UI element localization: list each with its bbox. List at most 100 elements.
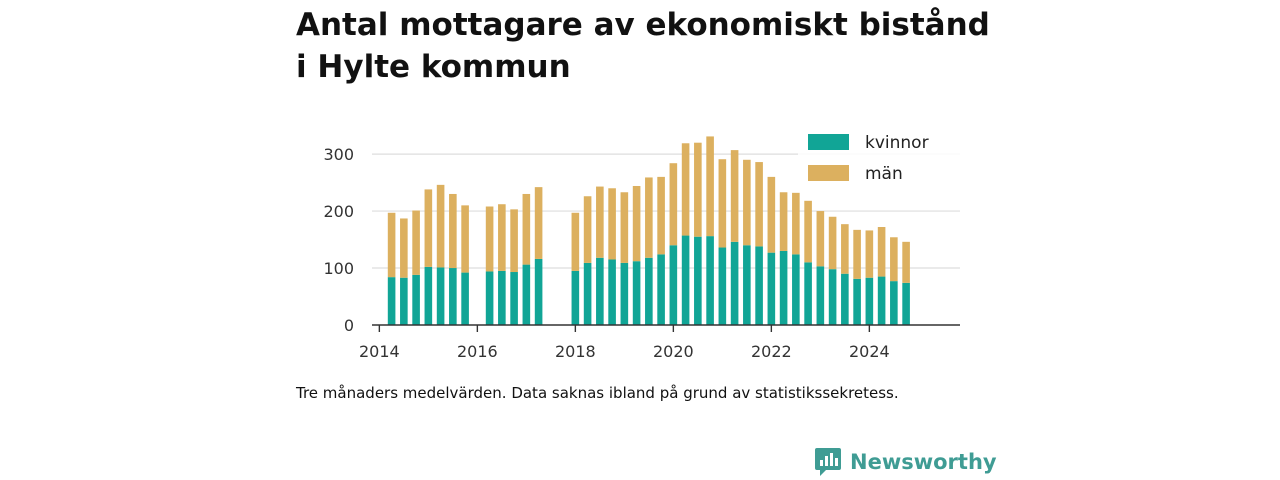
bar-man	[902, 241, 910, 283]
bar-man	[890, 237, 898, 282]
chart-title: Antal mottagare av ekonomiskt bistånd i …	[296, 4, 1016, 88]
y-tick-label-100: 100	[323, 259, 354, 278]
bar-kvinnor	[571, 270, 580, 325]
bar-kvinnor	[804, 262, 812, 325]
bar-kvinnor	[681, 235, 690, 325]
bar-kvinnor	[657, 254, 665, 325]
bar-man	[449, 193, 457, 269]
x-tick-label-2020: 2020	[653, 342, 694, 361]
bar-kvinnor	[632, 261, 641, 325]
bar-kvinnor	[767, 252, 776, 325]
y-tick-label-200: 200	[323, 202, 354, 221]
bar-kvinnor	[865, 277, 874, 325]
bar-kvinnor	[828, 269, 837, 325]
title-line-1: Antal mottagare av ekonomiskt bistånd	[296, 7, 990, 43]
bar-kvinnor	[853, 278, 861, 325]
x-tick-label-2018: 2018	[555, 342, 596, 361]
bar-man	[853, 229, 861, 279]
bar-kvinnor	[534, 258, 543, 325]
bar-man	[792, 192, 800, 255]
bar-kvinnor	[645, 257, 653, 325]
bar-kvinnor	[792, 254, 800, 325]
title-line-2: i Hylte kommun	[296, 49, 571, 85]
bar-man	[596, 186, 604, 258]
bar-man	[645, 177, 653, 258]
bar-man	[681, 143, 690, 236]
bar-man	[534, 187, 543, 259]
bar-kvinnor	[608, 259, 616, 325]
bar-man	[718, 159, 727, 248]
brand-name: Newsworthy	[850, 450, 997, 474]
bar-kvinnor	[522, 264, 531, 325]
bar-man	[498, 204, 506, 271]
bar-kvinnor	[779, 250, 788, 325]
bar-kvinnor	[620, 262, 629, 325]
bar-kvinnor	[596, 257, 604, 325]
x-tick-label-2016: 2016	[457, 342, 498, 361]
bar-kvinnor	[461, 272, 469, 325]
bar-kvinnor	[816, 266, 825, 325]
bar-kvinnor	[890, 281, 898, 325]
bar-man	[620, 192, 629, 263]
bar-kvinnor	[424, 266, 433, 325]
bar-kvinnor	[718, 247, 727, 325]
bar-kvinnor	[841, 273, 849, 325]
bar-man	[583, 196, 592, 263]
y-tick-label-300: 300	[323, 145, 354, 164]
x-tick-label-2022: 2022	[751, 342, 792, 361]
newsworthy-logo: Newsworthy	[814, 446, 997, 478]
bar-man	[400, 218, 408, 278]
bar-man	[706, 136, 714, 237]
bar-man	[694, 142, 702, 237]
bar-man	[387, 212, 396, 278]
bar-kvinnor	[412, 274, 420, 325]
bar-man	[743, 159, 751, 246]
bar-man	[485, 206, 494, 272]
bar-kvinnor	[877, 276, 886, 325]
bar-man	[828, 216, 837, 270]
bar-man	[510, 209, 518, 273]
bar-man	[730, 150, 739, 242]
axis-layer: 0 100 200 300 2014 2016 2018 2020 2022 2024	[323, 145, 960, 361]
legend-swatch-man	[808, 165, 849, 181]
x-tick-label-2024: 2024	[849, 342, 890, 361]
bar-man	[755, 162, 763, 247]
bar-kvinnor	[436, 267, 445, 325]
bar-man	[436, 184, 445, 268]
bar-man	[424, 189, 433, 267]
bar-man	[412, 210, 420, 275]
bar-kvinnor	[902, 282, 910, 325]
legend-label-man: män	[865, 164, 903, 184]
y-tick-label-0: 0	[344, 316, 354, 335]
bar-kvinnor	[449, 268, 457, 325]
bar-man	[877, 227, 886, 277]
bar-kvinnor	[400, 277, 408, 325]
bar-kvinnor	[485, 271, 494, 325]
bar-man	[571, 212, 580, 271]
bar-kvinnor	[755, 246, 763, 325]
bar-man	[608, 188, 616, 260]
bar-man	[669, 163, 678, 246]
newsworthy-logo-icon	[815, 448, 841, 476]
bar-kvinnor	[583, 262, 592, 325]
bar-layer	[387, 136, 910, 325]
bar-kvinnor	[694, 236, 702, 325]
bar-man	[657, 176, 665, 255]
bar-man	[841, 224, 849, 274]
bar-man	[767, 176, 776, 253]
legend-swatch-kvinnor	[808, 134, 849, 150]
legend: kvinnor män	[798, 128, 960, 190]
bar-man	[632, 185, 641, 262]
bar-man	[865, 230, 874, 278]
bar-man	[461, 205, 469, 273]
bar-man	[522, 193, 531, 265]
chart-caption: Tre månaders medelvärden. Data saknas ib…	[296, 384, 899, 402]
bar-kvinnor	[498, 270, 506, 325]
x-tick-label-2014: 2014	[359, 342, 400, 361]
bar-kvinnor	[743, 245, 751, 325]
bar-man	[779, 192, 788, 251]
bar-kvinnor	[510, 272, 518, 325]
bar-kvinnor	[706, 236, 714, 325]
bar-man	[816, 211, 825, 267]
